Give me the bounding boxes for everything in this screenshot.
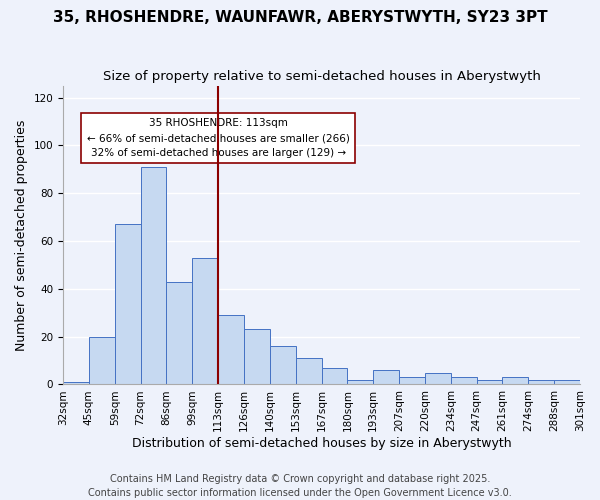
Bar: [425, 372, 451, 384]
Bar: [244, 330, 270, 384]
Bar: [399, 378, 425, 384]
Bar: [89, 336, 115, 384]
Text: 35 RHOSHENDRE: 113sqm
← 66% of semi-detached houses are smaller (266)
32% of sem: 35 RHOSHENDRE: 113sqm ← 66% of semi-deta…: [86, 118, 350, 158]
Title: Size of property relative to semi-detached houses in Aberystwyth: Size of property relative to semi-detach…: [103, 70, 541, 83]
Bar: [218, 315, 244, 384]
Y-axis label: Number of semi-detached properties: Number of semi-detached properties: [15, 120, 28, 350]
Bar: [476, 380, 502, 384]
Bar: [502, 378, 529, 384]
Bar: [347, 380, 373, 384]
Bar: [115, 224, 140, 384]
X-axis label: Distribution of semi-detached houses by size in Aberystwyth: Distribution of semi-detached houses by …: [132, 437, 511, 450]
Bar: [166, 282, 192, 385]
Bar: [296, 358, 322, 384]
Bar: [140, 167, 166, 384]
Bar: [451, 378, 476, 384]
Bar: [554, 380, 580, 384]
Bar: [270, 346, 296, 385]
Bar: [529, 380, 554, 384]
Text: 35, RHOSHENDRE, WAUNFAWR, ABERYSTWYTH, SY23 3PT: 35, RHOSHENDRE, WAUNFAWR, ABERYSTWYTH, S…: [53, 10, 547, 25]
Bar: [192, 258, 218, 384]
Text: Contains HM Land Registry data © Crown copyright and database right 2025.
Contai: Contains HM Land Registry data © Crown c…: [88, 474, 512, 498]
Bar: [63, 382, 89, 384]
Bar: [322, 368, 347, 384]
Bar: [373, 370, 399, 384]
